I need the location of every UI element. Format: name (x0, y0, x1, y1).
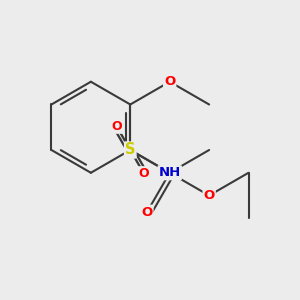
Text: O: O (164, 75, 175, 88)
Text: O: O (111, 120, 122, 133)
Text: O: O (203, 189, 215, 202)
Text: NH: NH (159, 166, 181, 179)
Text: O: O (139, 167, 149, 180)
Text: O: O (141, 206, 153, 219)
Text: S: S (125, 142, 136, 158)
